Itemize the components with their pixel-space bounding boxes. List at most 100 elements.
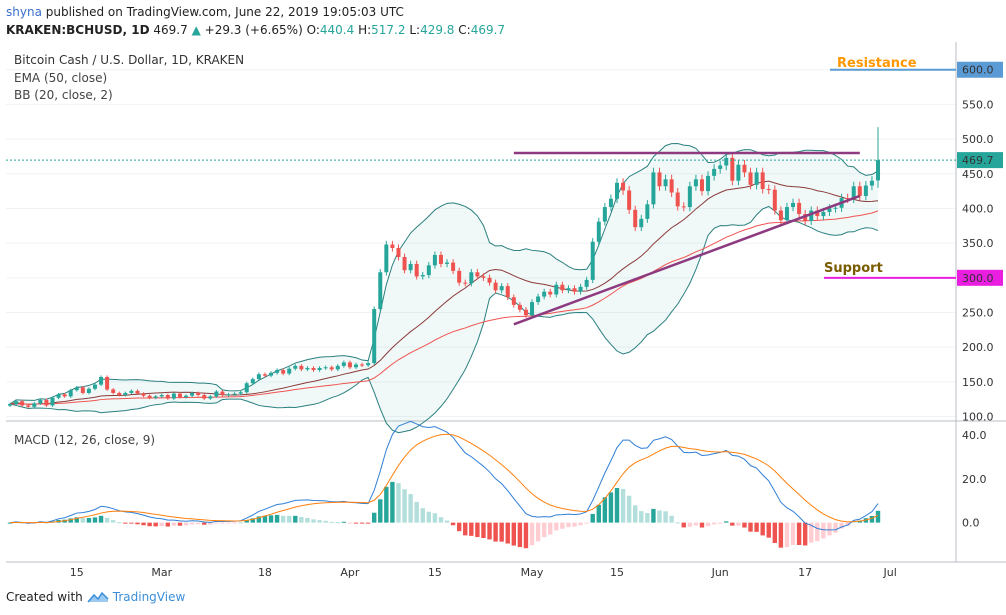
candle-body — [329, 367, 334, 370]
candle-body — [651, 172, 656, 205]
candle-body — [760, 172, 765, 190]
price-tick-label: 350.0 — [962, 237, 994, 250]
candle-body — [372, 309, 377, 364]
macd-histogram-bar — [699, 522, 705, 528]
macd-histogram-bar — [19, 522, 25, 524]
tradingview-logo-icon — [87, 591, 109, 603]
candle-body — [645, 204, 650, 219]
created-with-text: Created with — [6, 590, 83, 604]
tradingview-brand-link[interactable]: TradingView — [112, 590, 186, 604]
candle-body — [165, 395, 170, 399]
macd-histogram-bar — [68, 518, 73, 523]
macd-histogram-bar — [250, 518, 255, 523]
candle-body — [262, 374, 267, 376]
macd-histogram-bar — [693, 522, 699, 526]
candle-body — [208, 396, 213, 399]
candle-body — [20, 401, 25, 406]
macd-histogram-bar — [165, 522, 171, 527]
macd-histogram-bar — [523, 522, 529, 549]
time-tick-label: Jul — [883, 566, 897, 579]
macd-histogram-bar — [378, 499, 383, 523]
macd-histogram-bar — [123, 522, 128, 524]
candle-body — [475, 272, 480, 277]
candle-body — [663, 179, 668, 187]
macd-histogram-bar — [705, 522, 711, 527]
candle-body — [766, 189, 771, 191]
macd-histogram-bar — [639, 511, 644, 523]
price-tick-label: 550.0 — [962, 98, 994, 111]
macd-histogram-bar — [92, 517, 98, 523]
candle-body — [687, 186, 692, 208]
candle-body — [736, 164, 741, 181]
macd-histogram-bar — [463, 522, 468, 536]
candle-body — [68, 390, 73, 397]
candle-body — [86, 388, 91, 393]
candle-body — [596, 221, 601, 242]
macd-histogram-bar — [802, 522, 808, 546]
macd-histogram-bar — [329, 521, 334, 523]
macd-histogram-bar — [584, 522, 589, 524]
macd-histogram-bar — [117, 522, 122, 524]
candle-body — [706, 175, 711, 192]
macd-histogram-bar — [299, 517, 304, 523]
macd-histogram-bar — [438, 517, 444, 523]
macd-histogram-bar — [98, 515, 104, 523]
candle-body — [311, 367, 316, 371]
macd-histogram-bar — [384, 486, 389, 523]
grid — [6, 42, 1006, 563]
candle-body — [457, 270, 462, 283]
macd-histogram-bar — [256, 516, 262, 523]
ema-50-line — [9, 210, 879, 405]
macd-histogram-bar — [833, 522, 838, 533]
macd-tick-label: 0.0 — [962, 517, 980, 530]
time-tick-label: Apr — [340, 566, 360, 579]
time-tick-label: May — [521, 566, 544, 579]
macd-histogram-bar — [293, 515, 298, 523]
macd-histogram-bar — [232, 522, 237, 524]
candle-body — [554, 284, 559, 295]
candle-body — [347, 362, 352, 368]
macd-histogram-bar — [220, 522, 225, 524]
macd-histogram-bar — [487, 522, 492, 540]
last-price: 469.7 — [153, 23, 188, 37]
candle-body — [511, 297, 516, 305]
macd-histogram-bar — [875, 510, 881, 523]
candle-body — [797, 202, 802, 215]
chart-area[interactable]: 600.0 550.0 500.0 450.0 400.0 350.0 300.0 250.0… — [0, 42, 1006, 582]
price-tick-label: 300.0 — [962, 272, 994, 285]
price-tick-label: 200.0 — [962, 341, 994, 354]
macd-histogram-bar — [724, 521, 729, 523]
time-tick-label: 15 — [610, 566, 624, 579]
author-link[interactable]: shyna — [6, 5, 42, 19]
candle-body — [863, 185, 868, 196]
candle-body — [639, 218, 644, 228]
macd-histogram-bar — [541, 522, 547, 538]
candle-body — [505, 286, 510, 298]
macd-histogram-bar — [602, 497, 608, 523]
macd-histogram-bar — [195, 522, 201, 525]
candle-body — [420, 275, 425, 277]
candle-body — [833, 207, 838, 209]
candle-body — [742, 164, 747, 173]
candle-body — [238, 392, 243, 394]
symbol-name: KRAKEN:BCHUSD, 1D — [6, 23, 150, 37]
candle-body — [615, 182, 619, 199]
macd-histogram-bar — [481, 522, 486, 538]
macd-histogram-bar — [839, 522, 844, 529]
candle-body — [784, 207, 789, 221]
candle-body — [171, 393, 176, 399]
candle-body — [499, 286, 504, 291]
price-tick-label: 150.0 — [962, 376, 994, 389]
ohlc-low-key: L: — [409, 23, 421, 37]
macd-histogram-bar — [651, 508, 656, 523]
candle-body — [281, 370, 286, 374]
macd-histogram-bar — [244, 520, 249, 523]
candle-body — [44, 399, 49, 406]
macd-tick-label: 40.0 — [962, 429, 987, 442]
macd-histogram-bar — [238, 522, 243, 524]
macd-histogram-bar — [608, 492, 614, 523]
candle-body — [602, 207, 607, 222]
macd-histogram-bar — [426, 511, 432, 523]
candle-body — [633, 209, 638, 228]
time-tick-label: Jun — [711, 566, 729, 579]
